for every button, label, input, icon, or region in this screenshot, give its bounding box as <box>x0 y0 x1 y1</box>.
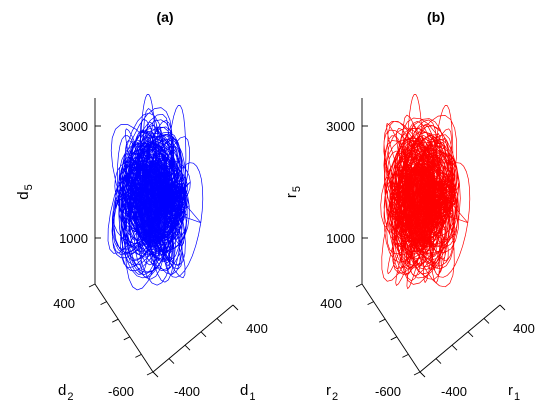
y-tick <box>390 336 398 341</box>
y-tick <box>367 301 374 306</box>
z-tick-label: 3000 <box>326 119 355 134</box>
y-tick <box>111 318 119 323</box>
z-tick-label: 1000 <box>59 231 88 246</box>
panel-title: (a) <box>156 9 173 25</box>
panel-b: (b) 3000 1000 400 -600 -400 400 r5 r2 r1 <box>283 9 535 403</box>
x-axis-label: d1 <box>240 382 255 403</box>
y-tick-label: -600 <box>108 384 134 399</box>
x-tick <box>168 358 175 364</box>
x-tick <box>451 344 458 351</box>
y-tick-label: 400 <box>320 296 342 311</box>
y-axis-line <box>94 283 154 373</box>
x-tick <box>419 371 426 378</box>
z-tick-label: 1000 <box>326 231 355 246</box>
x-axis-label: r1 <box>508 382 520 403</box>
x-tick-label: -400 <box>174 384 200 399</box>
y-tick <box>146 371 154 376</box>
x-tick-label: 400 <box>246 321 268 336</box>
y-axis-label: r2 <box>326 382 338 403</box>
x-tick-label: 400 <box>513 321 535 336</box>
svg-text:r5: r5 <box>283 186 303 198</box>
z-tick-marks <box>95 125 101 239</box>
y-tick <box>123 336 131 341</box>
x-tick <box>467 331 474 338</box>
x-axis-line <box>419 304 501 373</box>
panel-a: (a) 3000 1000 400 -600 -400 400 d5 d2 d1 <box>15 9 268 403</box>
x-tick-marks <box>419 304 506 378</box>
y-axis-line <box>361 283 421 373</box>
y-tick-marks <box>88 283 154 376</box>
x-tick <box>152 371 159 378</box>
z-tick-label: 3000 <box>59 119 88 134</box>
z-axis-label: r5 <box>283 186 303 198</box>
trajectory <box>107 94 204 291</box>
y-tick-label: 400 <box>53 296 75 311</box>
x-tick <box>499 304 506 311</box>
y-tick <box>402 353 409 358</box>
y-axis-label: d2 <box>58 382 73 403</box>
y-tick-label: -600 <box>375 384 401 399</box>
y-tick <box>355 283 363 288</box>
z-axis-label: d5 <box>15 184 35 199</box>
y-tick-marks <box>355 283 421 376</box>
trajectory-core <box>404 163 436 247</box>
x-tick-label: -400 <box>441 384 467 399</box>
y-tick <box>88 283 96 288</box>
x-tick <box>200 331 207 338</box>
y-tick <box>378 318 386 323</box>
trajectory-core <box>137 163 169 247</box>
panel-title: (b) <box>427 9 445 25</box>
x-tick <box>216 318 223 324</box>
svg-text:d5: d5 <box>15 184 35 199</box>
z-tick-marks <box>362 125 368 239</box>
x-tick <box>483 318 490 324</box>
x-tick <box>184 344 191 351</box>
x-tick-marks <box>152 304 239 378</box>
x-axis-line <box>152 304 234 373</box>
y-tick <box>100 301 107 306</box>
trajectory <box>380 94 471 290</box>
y-tick <box>135 353 142 358</box>
y-tick <box>413 371 421 376</box>
x-tick <box>435 358 442 364</box>
x-tick <box>232 304 239 311</box>
